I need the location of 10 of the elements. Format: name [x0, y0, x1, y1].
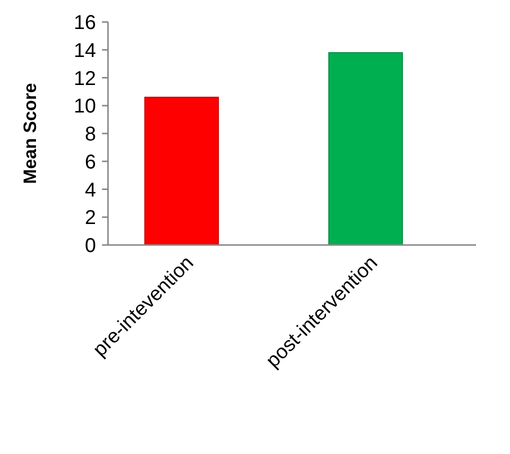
y-tick-label: 12: [74, 68, 96, 90]
y-tick-label: 4: [84, 179, 96, 202]
y-tick-label: 16: [74, 12, 96, 34]
y-tick-label: 10: [74, 96, 96, 118]
y-tick-label: 14: [74, 40, 96, 62]
y-tick-label: 8: [84, 124, 96, 146]
y-tick-label: 2: [84, 207, 96, 230]
y-tick-label: 6: [84, 151, 96, 174]
y-tick-label: 0: [84, 235, 96, 257]
y-axis-title: Mean Score: [20, 82, 40, 184]
